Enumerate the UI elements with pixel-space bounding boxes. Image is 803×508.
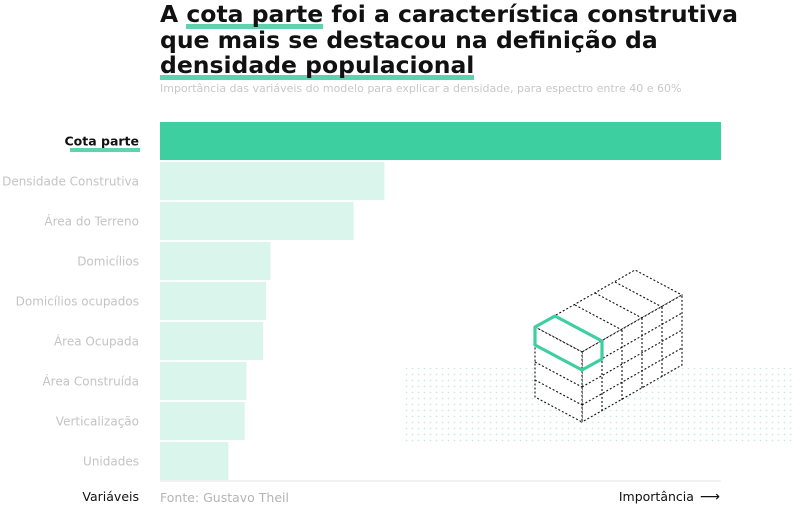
category-label-area-construida: Área Construída xyxy=(42,374,139,389)
category-label-domicilios-ocupados: Domicílios ocupados xyxy=(16,295,139,309)
bar-densidade-construtiva xyxy=(160,162,385,200)
highlighted-unit-outline xyxy=(533,314,604,372)
x-axis-title-text: Importância xyxy=(618,489,694,504)
category-label-unidades: Unidades xyxy=(83,455,139,469)
bar-domicilios xyxy=(160,242,271,280)
bar-cota-parte xyxy=(160,122,721,160)
title-text-2: foi a característica construtiva que mai… xyxy=(160,0,739,54)
title-highlight-densidade: densidade populacional xyxy=(160,51,475,80)
bar-verticalizacao xyxy=(160,402,245,440)
building-block-illustration xyxy=(405,269,795,443)
bar-area-do-terreno xyxy=(160,202,354,240)
x-axis-title: Importância ⟶ xyxy=(619,489,720,505)
arrow-right-icon: ⟶ xyxy=(699,489,720,505)
category-label-area-do-terreno: Área do Terreno xyxy=(44,214,139,229)
category-label-densidade-construtiva: Densidade Construtiva xyxy=(2,175,139,189)
category-label-area-ocupada: Área Ocupada xyxy=(54,334,139,349)
y-axis-title: Variáveis xyxy=(82,489,139,504)
bar-domicilios-ocupados xyxy=(160,282,266,320)
bar-area-construida xyxy=(160,362,247,400)
bar-area-ocupada xyxy=(160,322,264,360)
category-label-domicilios: Domicílios xyxy=(77,255,139,269)
category-label-cota-parte: Cota parte xyxy=(64,134,139,149)
title-text-1: A xyxy=(160,0,187,28)
bar-unidades xyxy=(160,442,229,480)
chart-title: A cota parte foi a característica constr… xyxy=(160,0,780,80)
highlight-underline xyxy=(70,148,140,152)
bar-chart: Cota parte Densidade Construtiva Área do T… xyxy=(2,122,721,482)
source-note: Fonte: Gustavo Theil xyxy=(160,490,289,505)
title-highlight-cota-parte: cota parte xyxy=(186,0,324,29)
chart-subtitle: Importância das variáveis do modelo para… xyxy=(160,82,682,95)
category-label-verticalizacao: Verticalização xyxy=(56,415,139,429)
